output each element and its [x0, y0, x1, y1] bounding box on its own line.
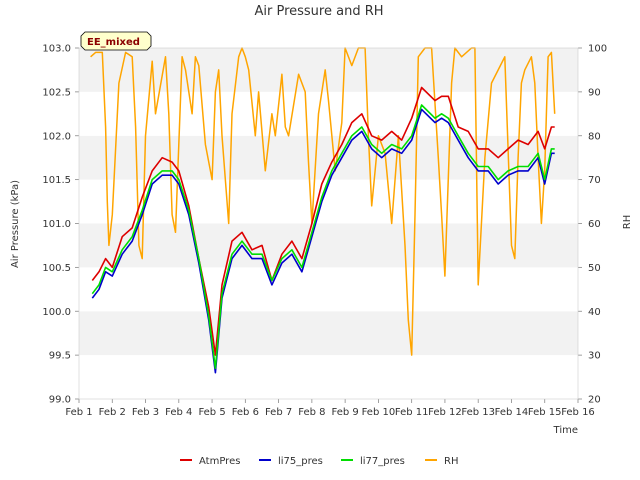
x-tick-label: Feb 5	[198, 407, 225, 418]
legend-label: li77_pres	[360, 456, 405, 467]
y-tick-label: 101.0	[42, 219, 71, 230]
y-tick-label: 102.5	[42, 87, 71, 98]
y-tick-label: 100.5	[42, 263, 71, 274]
legend: AtmPres li75_pres li77_pres RH	[180, 456, 458, 467]
x-tick-label: Feb 1	[65, 407, 92, 418]
legend-label: AtmPres	[199, 456, 240, 467]
x-tick-label: Feb 11	[395, 407, 429, 418]
series-line-rh	[90, 47, 556, 356]
legend-label: li75_pres	[278, 456, 323, 467]
y-tick-label: 99.0	[49, 395, 71, 406]
y-axis-label-right: RH	[622, 215, 633, 229]
x-tick-label: Feb 6	[232, 407, 259, 418]
left-axis: 99.0 99.5 100.0 100.5 101.0 101.5 102.0 102.5 10…	[42, 44, 79, 406]
badge-label: EE_mixed	[87, 37, 140, 48]
grid-band	[79, 223, 578, 268]
y-right-tick-label: 60	[588, 219, 601, 230]
y-right-tick-label: 30	[588, 351, 601, 362]
x-tick-label: Feb 15	[528, 407, 562, 418]
x-tick-label: Feb 9	[332, 407, 359, 418]
y-right-tick-label: 70	[588, 175, 601, 186]
series-line-atmpres	[91, 86, 555, 356]
legend-label: RH	[444, 456, 458, 467]
grid-band	[79, 135, 578, 180]
x-tick-label: Feb 13	[461, 407, 495, 418]
grid-band	[79, 179, 578, 224]
right-axis: 20 30 40 50 60 70 80 90 100	[578, 44, 607, 406]
plot-frame	[78, 47, 579, 400]
chart-title: Air Pressure and RH	[254, 4, 383, 19]
series-layer	[90, 47, 556, 374]
x-tick-label: Feb 16	[561, 407, 595, 418]
y-right-tick-label: 20	[588, 395, 601, 406]
x-tick-label: Feb 3	[132, 407, 159, 418]
y-right-tick-label: 100	[588, 44, 607, 55]
x-tick-label: Feb 7	[265, 407, 292, 418]
grid-band	[79, 267, 578, 312]
grid-bands	[79, 48, 578, 399]
grid-band	[79, 311, 578, 356]
y-tick-label: 103.0	[42, 44, 71, 55]
x-tick-label: Feb 10	[362, 407, 396, 418]
y-tick-label: 102.0	[42, 131, 71, 142]
y-right-tick-label: 40	[588, 307, 601, 318]
x-tick-label: Feb 4	[165, 407, 192, 418]
x-axis-label: Time	[553, 425, 578, 436]
y-right-tick-label: 80	[588, 131, 601, 142]
annotation-badge: EE_mixed	[80, 31, 152, 51]
x-tick-label: Feb 2	[99, 407, 126, 418]
x-tick-label: Feb 14	[495, 407, 529, 418]
series-line-li75_pres	[91, 108, 555, 374]
y-right-tick-label: 90	[588, 87, 601, 98]
y-tick-label: 101.5	[42, 175, 71, 186]
grid-band	[79, 48, 578, 92]
y-axis-label-left: Air Pressure (kPa)	[10, 180, 21, 268]
y-right-tick-label: 50	[588, 263, 601, 274]
series-line-li77_pres	[91, 104, 555, 370]
x-axis: Feb 1 Feb 2 Feb 3 Feb 4 Feb 5 Feb 6 Feb 7 Feb 8…	[65, 399, 595, 418]
y-tick-label: 100.0	[42, 307, 71, 318]
y-tick-label: 99.5	[49, 351, 71, 362]
grid-band	[79, 355, 578, 399]
x-tick-label: Feb 8	[298, 407, 325, 418]
x-tick-label: Feb 12	[428, 407, 462, 418]
